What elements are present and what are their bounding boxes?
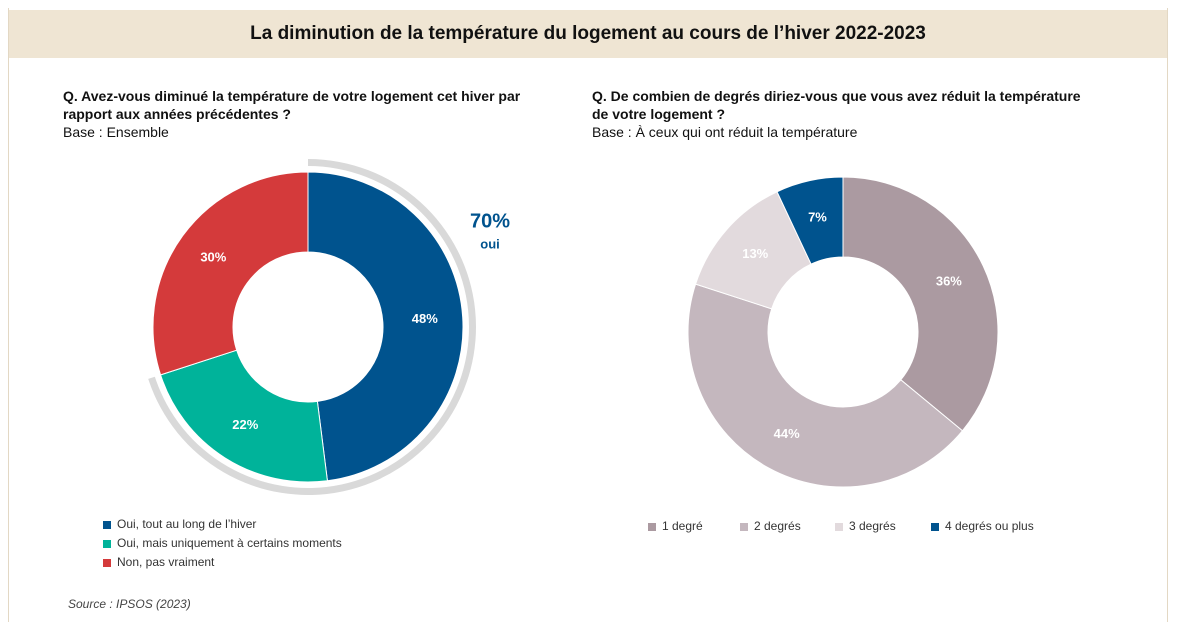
data-label: 44% xyxy=(774,426,800,441)
frame xyxy=(8,8,1168,622)
question-block: Q. Avez-vous diminué la température de v… xyxy=(63,87,563,141)
annotation-label: 70% xyxy=(470,210,510,232)
donut-segment xyxy=(159,349,328,483)
legend-swatch xyxy=(835,523,843,531)
data-label: 36% xyxy=(936,274,962,289)
donut-segment xyxy=(687,283,964,488)
legend-label: 2 degrés xyxy=(754,519,801,533)
legend-swatch xyxy=(648,523,656,531)
legend-swatch xyxy=(740,523,748,531)
question-block: Q. De combien de degrés diriez-vous que … xyxy=(592,87,1092,141)
question: Q. De combien de degrés diriez-vous que … xyxy=(592,88,1081,122)
data-label: 13% xyxy=(742,246,768,261)
data-label: 48% xyxy=(412,311,438,326)
data-label: 7% xyxy=(808,209,827,224)
donut-segment xyxy=(776,176,844,265)
donut-segment xyxy=(307,171,464,482)
legend-label: Oui, mais uniquement à certains moments xyxy=(117,536,342,550)
data-label: 22% xyxy=(232,417,258,432)
donut-segment xyxy=(842,176,999,432)
donut-segment xyxy=(152,171,309,376)
question: Q. Avez-vous diminué la température de v… xyxy=(63,88,521,122)
legend-label: Non, pas vraiment xyxy=(117,555,215,569)
legend-swatch xyxy=(103,559,111,567)
legend-label: 4 degrés ou plus xyxy=(945,519,1034,533)
legend-swatch xyxy=(103,540,111,548)
base: Base : Ensemble xyxy=(63,124,169,140)
legend-label: Oui, tout au long de l’hiver xyxy=(117,517,256,531)
source: Source : IPSOS (2023) xyxy=(68,597,191,611)
data-label: 30% xyxy=(200,250,226,265)
legend-swatch xyxy=(931,523,939,531)
legend-label: 1 degré xyxy=(662,519,703,533)
base: Base : À ceux qui ont réduit la températ… xyxy=(592,124,858,140)
legend-label: 3 degrés xyxy=(849,519,896,533)
header-title: La diminution de la température du logem… xyxy=(9,10,1167,58)
annotation-text: oui xyxy=(480,236,500,251)
legend-swatch xyxy=(103,521,111,529)
